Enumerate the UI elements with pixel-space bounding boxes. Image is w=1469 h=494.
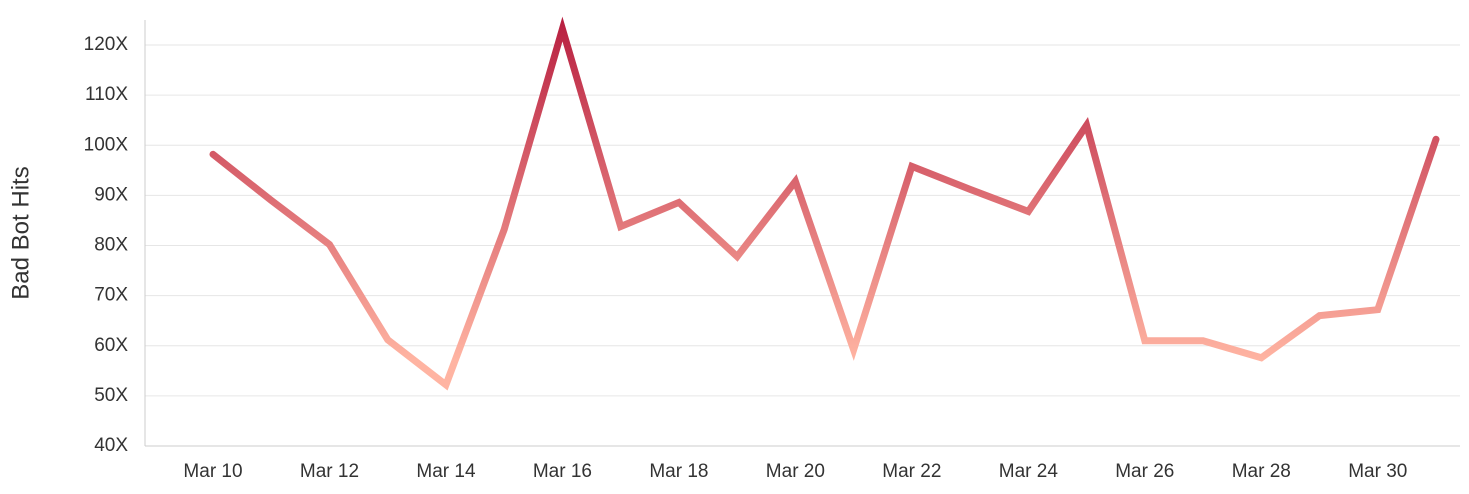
y-tick-label: 110X: [85, 84, 128, 105]
x-tick-label: Mar 28: [1232, 461, 1291, 482]
x-tick-label: Mar 22: [882, 461, 941, 482]
x-tick-label: Mar 16: [533, 461, 592, 482]
y-tick-label: 70X: [94, 285, 128, 306]
x-tick-label: Mar 30: [1348, 461, 1407, 482]
y-tick-label: 120X: [84, 34, 129, 55]
x-tick-label: Mar 24: [999, 461, 1059, 482]
y-tick-label: 100X: [84, 134, 129, 155]
x-tick-label: Mar 20: [766, 461, 825, 482]
x-tick-label: Mar 26: [1115, 461, 1174, 482]
x-tick-label: Mar 18: [649, 461, 708, 482]
y-tick-label: 60X: [94, 335, 128, 356]
y-tick-label: 80X: [94, 235, 128, 256]
data-line: [209, 16, 1440, 391]
y-tick-label: 90X: [94, 184, 128, 205]
x-tick-label: Mar 12: [300, 461, 359, 482]
y-axis-label: Bad Bot Hits: [7, 166, 34, 299]
x-tick-label: Mar 10: [183, 461, 242, 482]
x-tick-label: Mar 14: [416, 461, 476, 482]
y-tick-label: 50X: [94, 385, 128, 406]
y-tick-label: 40X: [94, 435, 128, 456]
